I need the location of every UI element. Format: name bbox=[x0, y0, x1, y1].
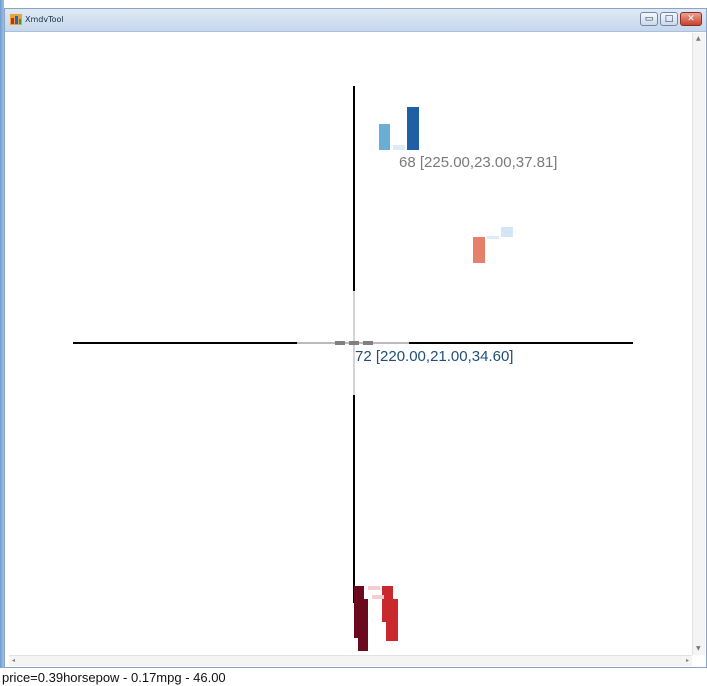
scroll-up-icon[interactable]: ▲ bbox=[696, 35, 701, 42]
glyph-bar bbox=[368, 586, 380, 590]
status-bar: price=0.39horsepow - 0.17mpg - 46.00 bbox=[0, 668, 707, 686]
horizontal-scrollbar[interactable]: ◂ ▸ bbox=[9, 655, 692, 666]
point-label-68: 68 [225.00,23.00,37.81] bbox=[399, 154, 557, 171]
center-mark bbox=[335, 341, 345, 345]
glyph-bar bbox=[487, 236, 499, 239]
scroll-left-icon[interactable]: ◂ bbox=[12, 657, 16, 664]
center-mark bbox=[349, 341, 359, 345]
glyph-bar bbox=[473, 237, 485, 263]
maximize-button[interactable]: □ bbox=[660, 12, 678, 26]
glyph-bar bbox=[393, 145, 405, 150]
minimize-icon: ▭ bbox=[644, 13, 654, 24]
glyph-bar bbox=[386, 599, 398, 641]
plot-canvas[interactable]: 68 [225.00,23.00,37.81] 72 [220.00,21.00… bbox=[9, 33, 692, 655]
xmdvtool-window: XmdvTool ▭ □ ✕ bbox=[4, 8, 707, 668]
scroll-down-icon[interactable]: ▼ bbox=[696, 645, 701, 652]
status-text: price=0.39horsepow - 0.17mpg - 46.00 bbox=[2, 670, 226, 685]
glyph-bar bbox=[379, 124, 390, 150]
glyph-bar bbox=[501, 227, 513, 237]
vertical-scrollbar[interactable]: ▲ ▼ bbox=[692, 33, 705, 655]
point-label-72: 72 [220.00,21.00,34.60] bbox=[355, 348, 513, 365]
center-mark bbox=[363, 341, 373, 345]
close-icon: ✕ bbox=[687, 13, 695, 24]
glyph-bar bbox=[372, 595, 384, 599]
close-button[interactable]: ✕ bbox=[680, 12, 702, 26]
minimize-button[interactable]: ▭ bbox=[640, 12, 658, 26]
glyph-bar bbox=[407, 107, 419, 150]
window-controls: ▭ □ ✕ bbox=[640, 12, 702, 26]
app-icon bbox=[10, 14, 22, 25]
maximize-icon: □ bbox=[664, 13, 674, 24]
scroll-right-icon[interactable]: ▸ bbox=[685, 657, 689, 664]
glyph-bar bbox=[358, 599, 368, 651]
desktop-edge bbox=[0, 0, 4, 668]
glyph-plot: 68 [225.00,23.00,37.81] 72 [220.00,21.00… bbox=[73, 86, 633, 651]
window-title: XmdvTool bbox=[25, 15, 64, 24]
title-bar[interactable]: XmdvTool ▭ □ ✕ bbox=[5, 9, 706, 32]
